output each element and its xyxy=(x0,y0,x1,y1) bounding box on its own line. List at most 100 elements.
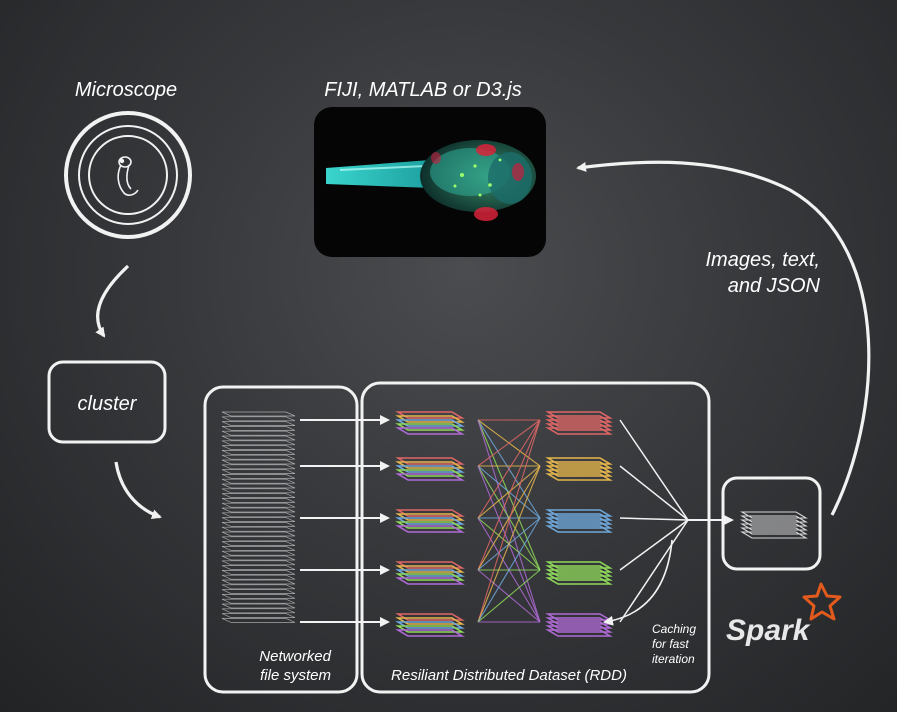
cluster-label: cluster xyxy=(78,393,138,415)
nfs-sheet xyxy=(221,411,296,417)
shuffle-line xyxy=(477,465,541,519)
nfs-sheet xyxy=(221,541,296,546)
arrow-output-to-viewer xyxy=(576,160,871,516)
reduce-lines xyxy=(619,419,689,623)
nfs-sheet xyxy=(221,464,296,470)
shuffle-line xyxy=(477,569,541,623)
output-sheet xyxy=(740,523,808,531)
spark-star-icon xyxy=(802,582,842,621)
reduce-line xyxy=(619,519,689,623)
nfs-sheet xyxy=(221,522,296,527)
rdd-label: Resiliant Distributed Dataset (RDD) xyxy=(391,667,627,684)
rdd-right-partition xyxy=(545,411,613,435)
rdd-left-partitions xyxy=(395,411,465,637)
rdd-left-partition xyxy=(395,457,465,481)
nfs-sheet xyxy=(221,474,296,479)
partition-sheet xyxy=(545,427,613,435)
reduce-line xyxy=(619,419,689,521)
output-label-line1: Images, text, xyxy=(706,249,821,271)
nfs-sheet xyxy=(221,618,296,623)
shuffle-line xyxy=(477,517,541,623)
reduce-line xyxy=(619,465,689,521)
nfs-stack xyxy=(221,411,296,623)
nfs-sheet xyxy=(221,570,296,575)
partition-sheet xyxy=(395,525,465,533)
viewer-label: FIJI, MATLAB or D3.js xyxy=(324,79,521,101)
nfs-sheet xyxy=(221,416,296,422)
nfs-sheet xyxy=(221,454,296,460)
nfs-sheet xyxy=(221,598,296,604)
nfs-sheet xyxy=(221,574,296,580)
output-sheet xyxy=(740,515,808,523)
partition-sheet xyxy=(545,473,613,481)
nfs-box xyxy=(203,385,359,694)
nfs-sheet xyxy=(221,430,296,436)
rdd-right-partition xyxy=(545,509,613,533)
nfs-sheet xyxy=(221,555,296,561)
spark-wordmark: Spark xyxy=(726,614,811,647)
nfs-sheet xyxy=(221,469,296,474)
shuffle-lines xyxy=(477,419,541,623)
nfs-sheet xyxy=(221,517,296,522)
nfs-sheet xyxy=(221,498,296,503)
partition-sheet xyxy=(545,629,613,637)
output-sheet xyxy=(740,511,808,519)
nfs-sheet xyxy=(221,450,296,455)
nfs-sheet xyxy=(221,550,296,556)
nfs-sheet xyxy=(221,493,296,498)
output-label-line2: and JSON xyxy=(728,275,821,297)
rdd-left-partition xyxy=(395,509,465,533)
nfs-sheet xyxy=(221,459,296,465)
shuffle-line xyxy=(477,419,541,519)
nfs-sheet xyxy=(221,565,296,570)
nfs-sheet xyxy=(221,507,296,513)
rdd-right-partition xyxy=(545,457,613,481)
nfs-sheet xyxy=(221,613,296,618)
caching-arrow xyxy=(603,539,673,626)
nfs-sheet xyxy=(221,589,296,594)
nfs-sheet xyxy=(221,526,296,532)
nfs-sheet xyxy=(221,584,296,590)
caching-label-line2: for fast xyxy=(652,637,689,651)
rdd-left-partition xyxy=(395,561,465,585)
caching-label-line1: Caching xyxy=(652,622,696,636)
nfs-sheet xyxy=(221,594,296,599)
shuffle-line xyxy=(477,419,541,623)
partition-sheet xyxy=(395,427,465,435)
nfs-sheet xyxy=(221,478,296,484)
partition-sheet xyxy=(545,525,613,533)
partition-sheet xyxy=(545,577,613,585)
rdd-box xyxy=(360,381,711,694)
nfs-sheet xyxy=(221,608,296,614)
nfs-label-line1: Networked xyxy=(259,648,331,665)
rdd-left-partition xyxy=(395,613,465,637)
output-sheet xyxy=(740,527,808,535)
output-stack xyxy=(740,511,808,539)
nfs-sheet xyxy=(221,560,296,566)
nfs-sheet xyxy=(221,512,296,518)
nfs-sheet xyxy=(221,531,296,537)
zebrafish-larva-icon xyxy=(117,156,139,196)
output-sheet xyxy=(740,519,808,527)
arrow-microscope-to-cluster xyxy=(95,264,130,338)
zebrafish-brain-image xyxy=(314,107,546,257)
nfs-sheet xyxy=(221,579,296,585)
nfs-sheet xyxy=(221,603,296,609)
spark-logo: Spark xyxy=(726,582,842,647)
rdd-right-partition xyxy=(545,613,613,637)
output-sheet xyxy=(740,531,808,539)
nfs-sheet xyxy=(221,440,296,446)
shuffle-line xyxy=(477,465,541,623)
nfs-sheet xyxy=(221,421,296,426)
partition-sheet xyxy=(395,629,465,637)
reduce-line xyxy=(619,519,689,571)
nfs-sheet xyxy=(221,546,296,551)
rdd-right-partition xyxy=(545,561,613,585)
nfs-sheet xyxy=(221,502,296,508)
nfs-sheet xyxy=(221,445,296,450)
partition-sheet xyxy=(395,577,465,585)
shuffle-line xyxy=(477,465,541,571)
caching-label-line3: iteration xyxy=(652,652,695,666)
microscope-icon xyxy=(64,111,192,239)
arrow-cluster-to-nfs xyxy=(114,461,162,519)
